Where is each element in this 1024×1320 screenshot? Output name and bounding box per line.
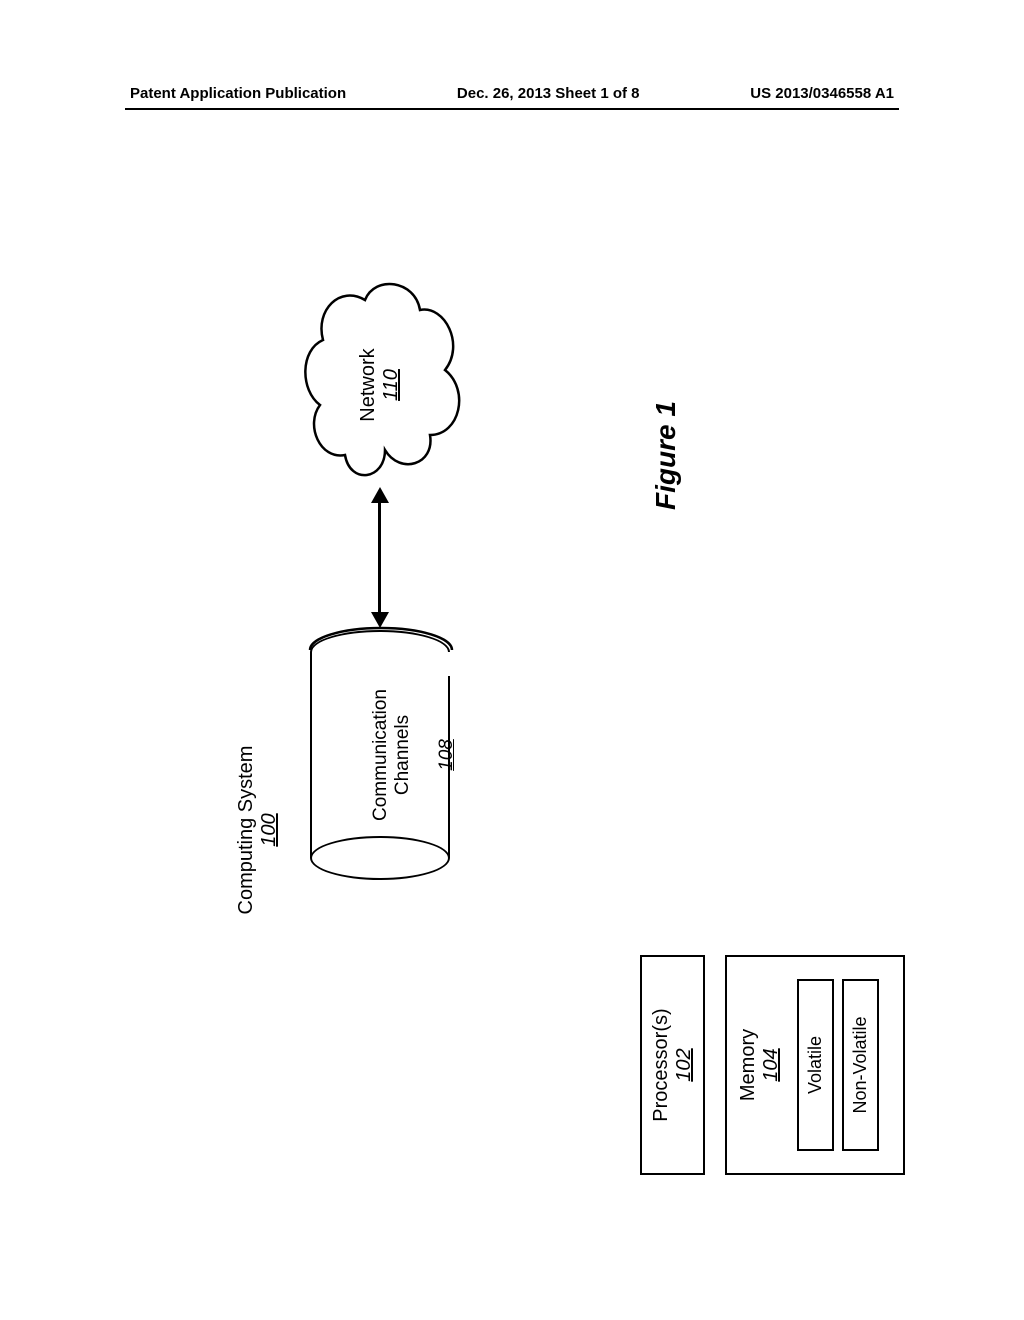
memory-nonvolatile: Non-Volatile	[842, 979, 879, 1152]
figure-caption: Figure 1	[650, 401, 682, 510]
network-label: Network 110	[357, 280, 403, 490]
memory-box: Memory 104 Volatile Non-Volatile	[725, 955, 905, 1175]
channels-label: Communication Channels 108	[348, 630, 458, 880]
arrow-head-left	[371, 612, 389, 628]
system-title-text: Computing System	[235, 730, 258, 930]
channels-cylinder: Communication Channels 108	[310, 630, 450, 880]
diagram: Computing System 100 Processor(s) 102 Me…	[0, 315, 1024, 1095]
header-left: Patent Application Publication	[130, 85, 346, 102]
network-cloud: Network 110	[295, 280, 470, 490]
arrow-line	[378, 500, 381, 615]
processor-ref: 102	[673, 1048, 696, 1081]
header-rule	[125, 108, 899, 110]
system-title-ref: 100	[258, 730, 281, 930]
memory-volatile: Volatile	[797, 979, 834, 1152]
processor-box: Processor(s) 102	[640, 955, 705, 1175]
header-center: Dec. 26, 2013 Sheet 1 of 8	[457, 85, 640, 102]
memory-ref: 104	[760, 1048, 783, 1081]
processor-label: Processor(s)	[650, 1008, 673, 1121]
page-header: Patent Application Publication Dec. 26, …	[130, 85, 894, 102]
header-right: US 2013/0346558 A1	[750, 85, 894, 102]
memory-label: Memory	[737, 1029, 760, 1101]
system-title: Computing System 100	[235, 730, 281, 930]
